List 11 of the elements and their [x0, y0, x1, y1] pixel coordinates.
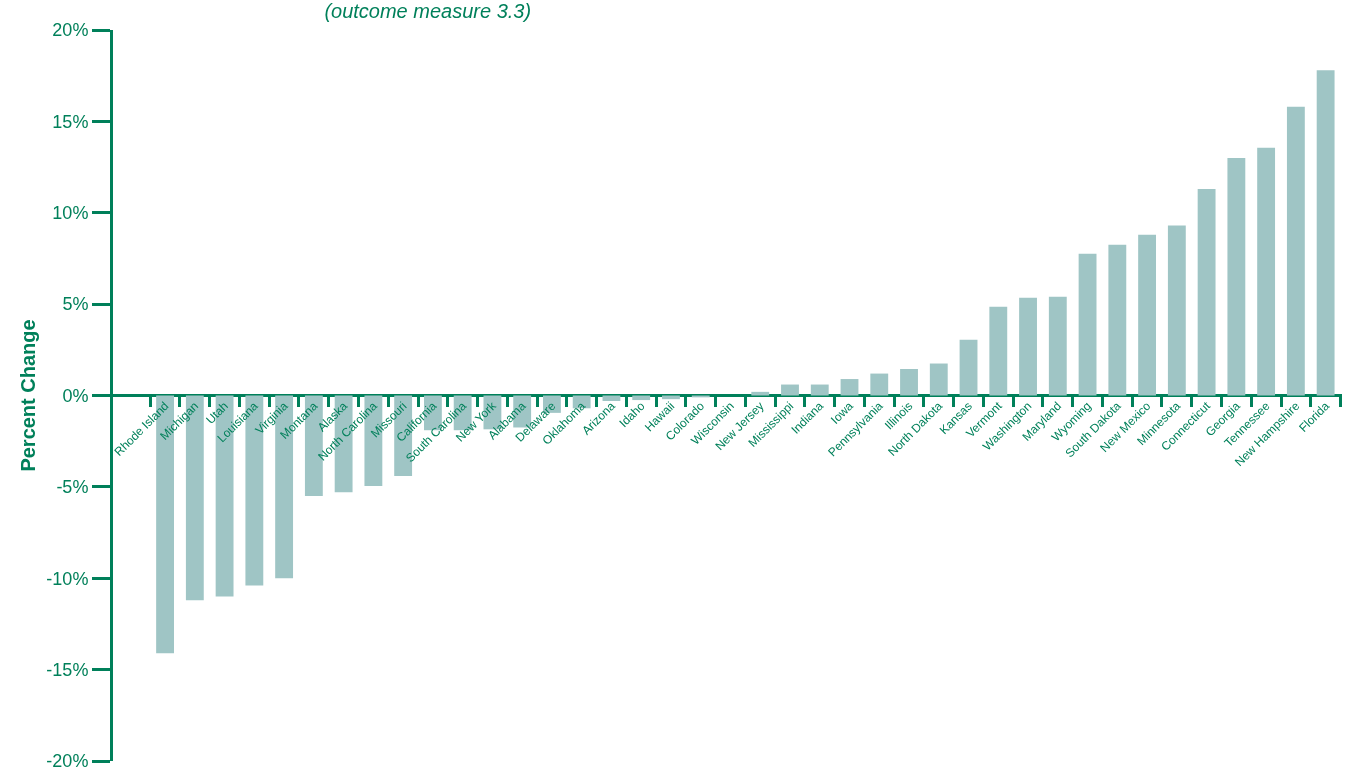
chart-title: (outcome measure 3.3) — [324, 0, 532, 22]
y-tick-label: 10% — [52, 203, 89, 224]
y-tick-label: -15% — [46, 659, 89, 680]
y-axis-title: Percent Change — [16, 319, 39, 472]
y-tick-label: 20% — [52, 20, 89, 41]
y-tick-label: 5% — [62, 294, 89, 315]
y-tick-label: -20% — [46, 751, 89, 772]
y-tick-label: 15% — [52, 111, 89, 132]
y-tick-label: 0% — [62, 385, 89, 406]
y-tick-label: -5% — [56, 477, 89, 498]
y-tick-label: -10% — [46, 568, 89, 589]
